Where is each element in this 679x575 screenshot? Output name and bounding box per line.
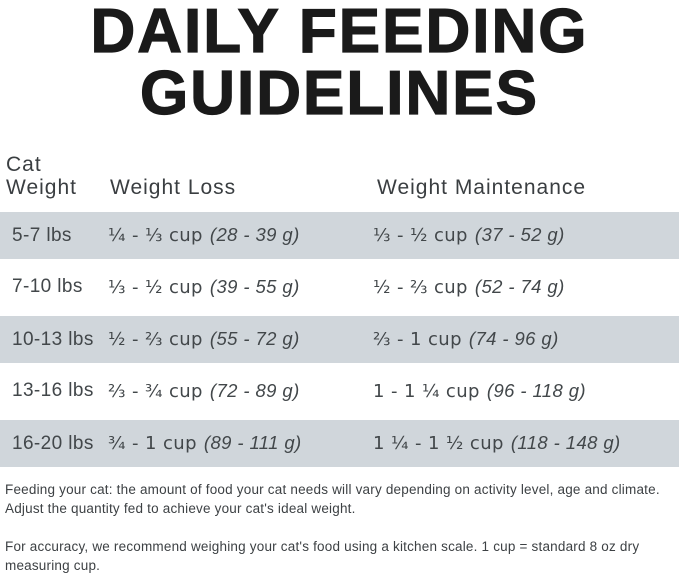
cups-text: ⅔ - ¾ cup: [108, 380, 203, 402]
grams-text: (55 - 72 g): [209, 328, 300, 349]
cell-cat-weight: 10-13 lbs: [12, 328, 94, 350]
cell-weight-loss: ⅓ - ½ cup (39 - 55 g): [108, 276, 373, 299]
cell-weight-maintenance: 1 - 1 ¼ cup (96 - 118 g): [373, 380, 679, 403]
table-row: 7-10 lbs ⅓ - ½ cup (39 - 55 g) ½ - ⅔ cup (…: [0, 261, 679, 313]
header-cat-weight: Cat Weight: [6, 153, 110, 199]
cups-text: ¼ - ⅓ cup: [108, 225, 203, 246]
cell-cat-weight: 5-7 lbs: [12, 224, 72, 246]
cell-weight-loss: ½ - ⅔ cup (55 - 72 g): [108, 328, 373, 351]
cell-weight-loss: ¼ - ⅓ cup (28 - 39 g): [108, 224, 373, 247]
feeding-table: 5-7 lbs ¼ - ⅓ cup (28 - 39 g) ⅓ - ½ cup (3…: [0, 209, 679, 469]
cell-weight-maintenance: ⅓ - ½ cup (37 - 52 g): [373, 224, 679, 247]
grams-text: (37 - 52 g): [474, 224, 565, 245]
grams-text: (72 - 89 g): [209, 379, 300, 401]
header-weight-maintenance: Weight Maintenance: [377, 176, 587, 199]
cups-text: ⅓ - ½ cup: [108, 276, 203, 298]
cups-text: 1 - 1 ¼ cup: [373, 380, 480, 402]
cell-weight-maintenance: ½ - ⅔ cup (52 - 74 g): [373, 276, 679, 299]
grams-text: (28 - 39 g): [209, 224, 300, 245]
grams-text: (52 - 74 g): [474, 275, 565, 297]
table-row: 16-20 lbs ¾ - 1 cup (89 - 111 g) 1 ¼ - 1 …: [0, 417, 679, 469]
cups-text: 1 ¼ - 1 ½ cup: [373, 433, 504, 454]
cell-cat-weight: 16-20 lbs: [12, 432, 94, 454]
header-weight-loss: Weight Loss: [110, 176, 237, 199]
cell-weight-loss: ⅔ - ¾ cup (72 - 89 g): [108, 380, 373, 403]
cell-weight-maintenance: 1 ¼ - 1 ½ cup (118 - 148 g): [373, 432, 679, 455]
page-title-line-1: DAILY FEEDING: [90, 0, 589, 66]
cell-weight-maintenance: ⅔ - 1 cup (74 - 96 g): [373, 328, 679, 351]
cell-weight-loss: ¾ - 1 cup (89 - 111 g): [108, 432, 373, 455]
grams-text: (39 - 55 g): [209, 275, 300, 297]
grams-text: (118 - 148 g): [510, 432, 621, 453]
header-cat-weight-line-2: Weight: [6, 176, 77, 199]
notes-paragraph-2: For accuracy, we recommend weighing your…: [5, 539, 640, 573]
cell-cat-weight: 7-10 lbs: [12, 276, 83, 297]
cups-text: ⅓ - ½ cup: [373, 225, 468, 246]
notes-paragraph-1: Feeding your cat: the amount of food you…: [5, 482, 660, 516]
page-title: DAILY FEEDING GUIDELINES: [0, 0, 679, 128]
cups-text: ½ - ⅔ cup: [373, 276, 468, 298]
table-row: 13-16 lbs ⅔ - ¾ cup (72 - 89 g) 1 - 1 ¼ c…: [0, 365, 679, 417]
page-title-line-2: GUIDELINES: [139, 59, 539, 128]
table-header-row: Cat Weight Weight Loss Weight Maintenanc…: [0, 153, 679, 199]
cups-text: ½ - ⅔ cup: [108, 329, 203, 350]
cups-text: ¾ - 1 cup: [108, 433, 197, 454]
header-cat-weight-line-1: Cat: [6, 153, 42, 176]
cell-cat-weight: 13-16 lbs: [12, 380, 94, 401]
cups-text: ⅔ - 1 cup: [373, 329, 462, 350]
footnotes: Feeding your cat: the amount of food you…: [0, 480, 679, 575]
grams-text: (89 - 111 g): [203, 432, 302, 453]
table-row: 10-13 lbs ½ - ⅔ cup (55 - 72 g) ⅔ - 1 cup…: [0, 313, 679, 365]
table-row: 5-7 lbs ¼ - ⅓ cup (28 - 39 g) ⅓ - ½ cup (3…: [0, 209, 679, 261]
grams-text: (96 - 118 g): [486, 379, 586, 401]
grams-text: (74 - 96 g): [468, 328, 559, 349]
